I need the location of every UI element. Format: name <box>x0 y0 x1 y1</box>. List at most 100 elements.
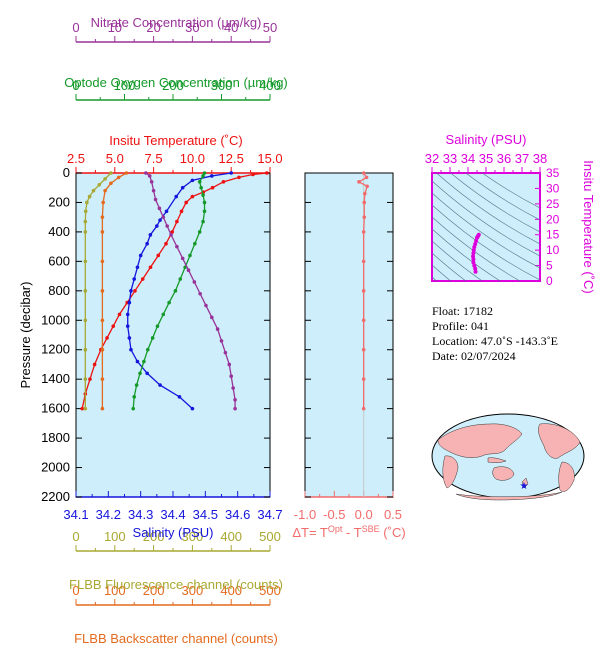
profile-plot-area <box>75 172 271 498</box>
temperature-data-point <box>265 171 269 175</box>
salinity-data-point <box>138 253 143 258</box>
salinity-data-point <box>210 174 214 178</box>
oxygen-data-point <box>202 200 207 205</box>
backscatter-data-point <box>100 215 105 219</box>
salinity-data-point <box>125 312 130 317</box>
oxygen-data-point <box>197 180 202 184</box>
oxygen-data-point <box>199 185 203 190</box>
dT-tick-label: 0.5 <box>384 507 402 522</box>
fluorescence-data-point <box>83 347 88 352</box>
profile-number-text: Profile: 041 <box>432 319 489 333</box>
temperature-data-point <box>140 277 145 281</box>
salinity-data-point <box>129 347 133 352</box>
nitrate-data-point <box>219 339 224 343</box>
temperature-axis-title: Insitu Temperature (˚C) <box>109 133 242 148</box>
nitrate-data-point <box>165 224 169 228</box>
ts-data-point <box>473 269 478 274</box>
nitrate-data-point <box>186 268 191 273</box>
ts-data-point <box>471 248 476 253</box>
salinity-data-point <box>174 194 179 199</box>
nitrate-data-point <box>161 215 166 219</box>
fluorescence-data-point <box>83 318 88 323</box>
ts_salinity-tick-label: 32 <box>425 151 439 166</box>
fluorescence-tick-label: 500 <box>259 529 281 544</box>
oxygen-data-point <box>167 300 171 305</box>
fluorescence-tick-label: 200 <box>143 529 165 544</box>
ts-isopycnal-line <box>432 228 501 281</box>
nitrate-data-point <box>149 180 154 184</box>
salinity-data-point <box>158 383 162 387</box>
salinity-data-point <box>158 218 162 222</box>
oxygen-data-point <box>142 359 146 364</box>
dT-tick-label: -1.0 <box>294 507 316 522</box>
fluorescence-data-point <box>87 194 92 199</box>
pressure-tick-label: 1000 <box>41 312 70 327</box>
salinity-tick-label: 34.1 <box>63 507 88 522</box>
nitrate-tick-label: 10 <box>108 20 122 35</box>
salinity-data-point <box>132 277 136 281</box>
nitrate-data-point <box>151 188 156 193</box>
nitrate-data-point <box>233 398 237 402</box>
dT-data-point <box>365 184 369 189</box>
nitrate-data-point <box>227 362 232 367</box>
pressure-axis-title: Pressure (decibar) <box>18 282 33 389</box>
salinity-profile-line <box>127 172 232 410</box>
salinity-data-point <box>127 300 132 305</box>
ts-isopycnal-line <box>432 180 540 257</box>
ts-isopycnal-line <box>432 216 521 281</box>
oxygen-data-point <box>201 174 205 178</box>
nitrate-tick-label: 20 <box>146 20 160 35</box>
fluorescence-axis-title: FLBB Fluorescence channel (counts) <box>69 577 283 592</box>
dT-data-point <box>362 215 367 219</box>
dT-data-point <box>361 171 366 175</box>
fluorescence-tick-label: 100 <box>104 529 126 544</box>
temperature-tick-label: 2.5 <box>67 151 85 166</box>
fluorescence-data-point <box>103 177 107 181</box>
ts-plot-area <box>431 172 541 282</box>
temperature-data-point <box>80 406 85 411</box>
ts_salinity-tick-label: 37 <box>515 151 529 166</box>
ts-isopycnal-line <box>436 173 540 245</box>
nitrate-data-point <box>215 327 220 331</box>
backscatter-data-point <box>100 406 105 411</box>
fluorescence-tick-label: 300 <box>182 529 204 544</box>
temperature-tick-label: 15.0 <box>257 151 282 166</box>
ts_salinity-tick-label: 36 <box>497 151 511 166</box>
temperature-tick-label: 12.5 <box>219 151 244 166</box>
nitrate-data-point <box>204 303 208 308</box>
dT-data-point <box>361 406 366 411</box>
fluorescence-data-point <box>109 171 113 175</box>
salinity-tick-label: 34.4 <box>160 507 185 522</box>
fluorescence-tick-label: 400 <box>220 529 242 544</box>
oxygen-data-point <box>150 336 155 340</box>
nitrate-data-point <box>144 171 148 175</box>
ts-temperature-tick-label: 30 <box>546 181 560 195</box>
oxygen-data-point <box>201 219 205 224</box>
oxygen-data-point <box>173 289 178 293</box>
temperature-data-point <box>92 362 97 367</box>
map-land-south-america <box>558 461 575 492</box>
backscatter-tick-label: 200 <box>143 583 165 598</box>
temperature-data-point <box>105 336 109 340</box>
salinity-data-point <box>164 209 169 214</box>
oxygen-data-point <box>145 347 150 352</box>
dT-data-point <box>363 191 367 196</box>
temperature-data-point <box>210 185 215 190</box>
fluorescence-data-point <box>85 200 89 205</box>
pressure-tick-label: 1200 <box>41 342 70 357</box>
temperature-data-point <box>88 377 92 381</box>
salinity-tick-label: 34.2 <box>96 507 121 522</box>
map-land-north-america <box>538 423 581 459</box>
ts-isopycnal-line <box>432 204 540 281</box>
fluorescence-data-point <box>83 377 88 381</box>
dT-data-point <box>361 230 366 234</box>
backscatter-axis-title: FLBB Backscatter channel (counts) <box>74 631 278 646</box>
temperature-tick-label: 5.0 <box>106 151 124 166</box>
ts-temperature-axis-title: Insitu Temperature (˚C) <box>581 160 596 293</box>
salinity-data-point <box>190 406 195 411</box>
ts-temperature-tick-label: 15 <box>546 228 560 242</box>
ts-temperature-tick-label: 20 <box>546 212 560 226</box>
salinity-tick-label: 34.7 <box>257 507 282 522</box>
salinity-data-point <box>145 371 149 376</box>
ts-data-point <box>476 232 481 237</box>
